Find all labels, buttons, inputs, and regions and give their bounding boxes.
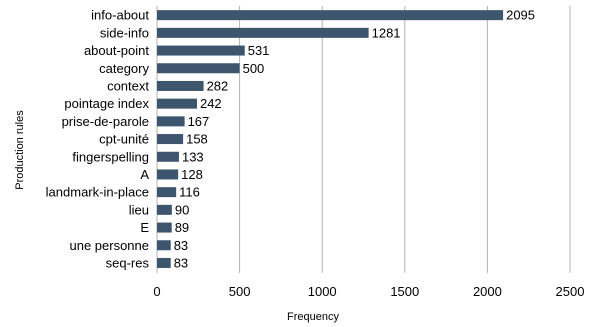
- bar: [157, 204, 172, 215]
- value-label: 89: [175, 220, 189, 235]
- x-tick-label: 500: [229, 284, 251, 299]
- value-label: 1281: [372, 25, 401, 40]
- category-label: cpt-unité: [99, 132, 149, 147]
- bar: [157, 222, 172, 233]
- x-axis-title: Frequency: [287, 311, 339, 323]
- value-label: 83: [174, 255, 188, 270]
- bar: [157, 10, 504, 21]
- bar: [157, 187, 177, 198]
- bar: [157, 98, 197, 109]
- value-label: 167: [188, 114, 210, 129]
- x-tick-label: 1500: [390, 284, 419, 299]
- x-tick-label: 1000: [308, 284, 337, 299]
- bar: [157, 27, 369, 38]
- bar: [157, 169, 179, 180]
- bar: [157, 80, 204, 91]
- x-tick-label: 2000: [473, 284, 502, 299]
- x-tick-label: 2500: [556, 284, 585, 299]
- x-tick-labels: 0 500 1000 1500 2000 2500: [153, 284, 584, 299]
- category-label: pointage index: [64, 96, 149, 111]
- category-label: about-point: [84, 43, 149, 58]
- bar: [157, 151, 179, 162]
- value-label: 128: [181, 167, 203, 182]
- bar: [157, 134, 184, 145]
- category-label: info-about: [91, 8, 149, 23]
- value-label: 282: [207, 78, 229, 93]
- value-label: 133: [182, 149, 204, 164]
- category-label: lieu: [129, 202, 149, 217]
- category-label: prise-de-parole: [62, 114, 149, 129]
- bar: [157, 116, 185, 127]
- value-label: 158: [186, 132, 208, 147]
- bar: [157, 45, 245, 56]
- bar: [157, 63, 240, 74]
- value-label: 2095: [506, 8, 535, 23]
- category-label: une personne: [69, 238, 149, 253]
- value-label: 500: [243, 61, 265, 76]
- category-label: landmark-in-place: [46, 185, 149, 200]
- category-labels: info-about side-info about-point category co…: [46, 8, 150, 271]
- category-label: fingerspelling: [72, 149, 149, 164]
- x-tick-label: 0: [153, 284, 160, 299]
- bars: [157, 10, 504, 268]
- value-label: 242: [200, 96, 222, 111]
- bar: [157, 257, 171, 268]
- category-label: category: [99, 61, 149, 76]
- category-label: side-info: [100, 25, 149, 40]
- value-label: 83: [174, 238, 188, 253]
- category-label: seq-res: [106, 255, 150, 270]
- category-label: A: [140, 167, 149, 182]
- category-label: E: [140, 220, 149, 235]
- value-label: 531: [248, 43, 270, 58]
- category-label: context: [107, 78, 149, 93]
- bar: [157, 240, 171, 251]
- value-label: 116: [179, 185, 200, 200]
- y-axis-title: Production rules: [14, 110, 26, 190]
- value-label: 90: [175, 202, 189, 217]
- value-labels: 2095 1281 531 500 282 242 167 158 133 128 116 90 89 8…: [174, 8, 535, 271]
